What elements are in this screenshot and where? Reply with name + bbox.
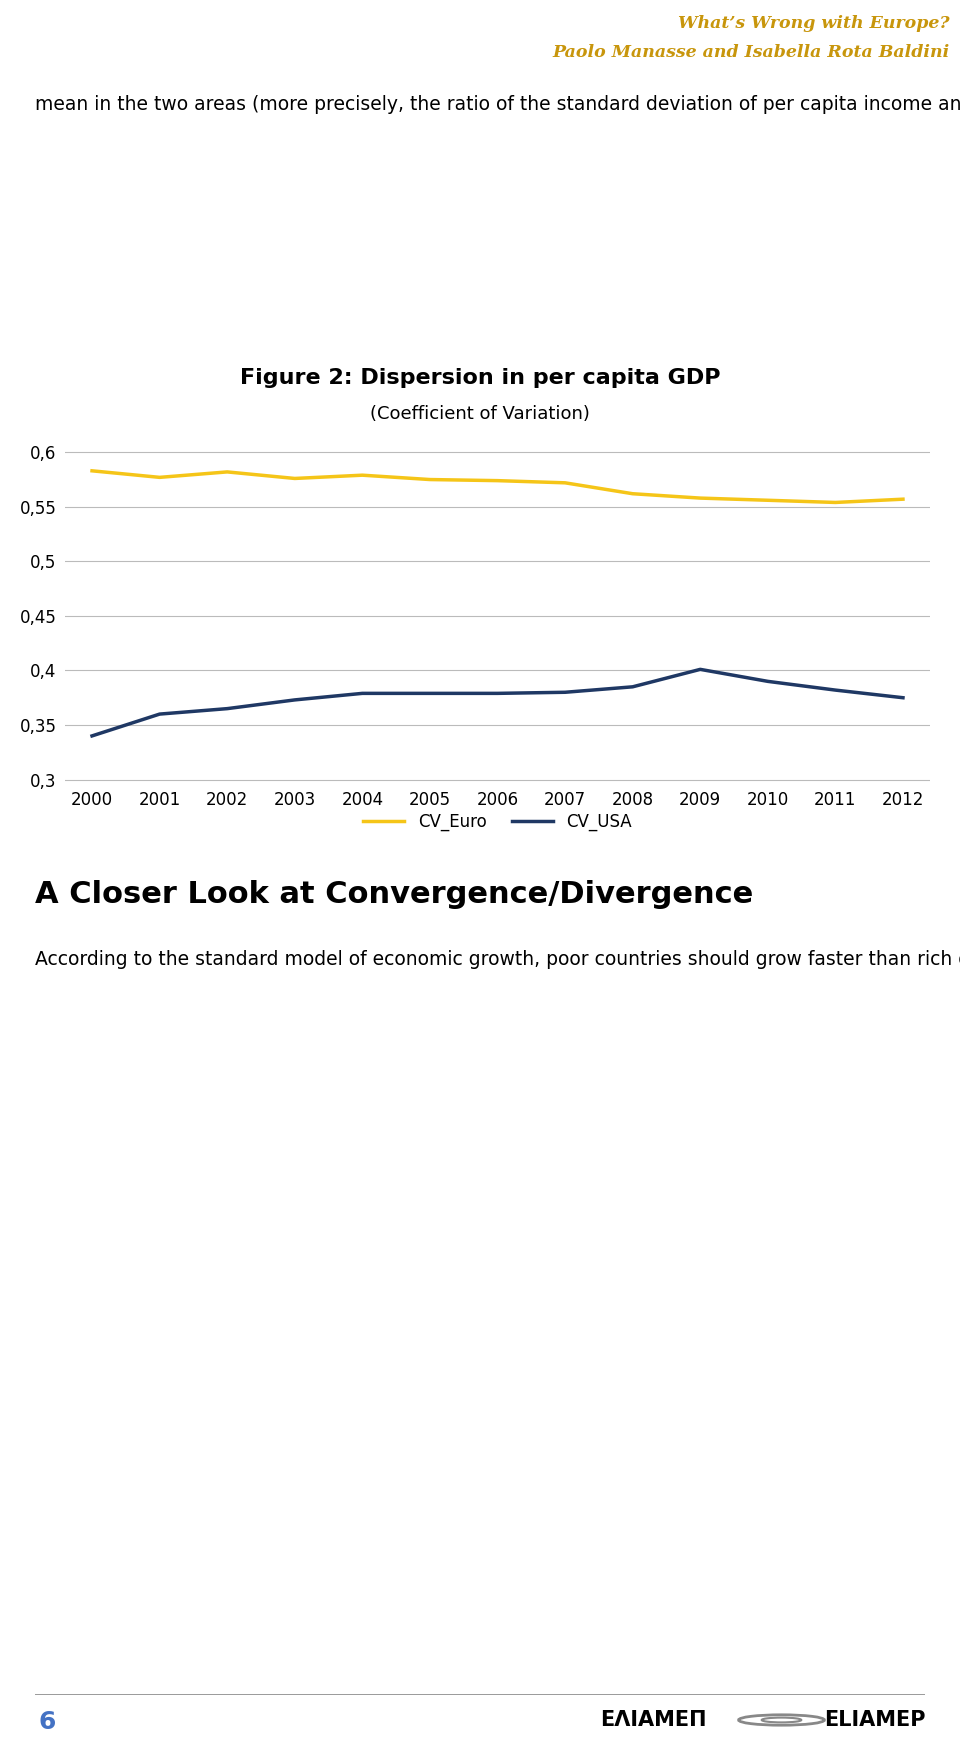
Text: (Coefficient of Variation): (Coefficient of Variation) <box>370 404 590 424</box>
Text: 6: 6 <box>38 1710 56 1734</box>
Text: What’s Wrong with Europe?: What’s Wrong with Europe? <box>679 16 950 31</box>
Text: Paolo Manasse and Isabella Rota Baldini: Paolo Manasse and Isabella Rota Baldini <box>553 44 950 61</box>
Text: According to the standard model of economic growth, poor countries should grow f: According to the standard model of econo… <box>35 950 960 969</box>
Text: ELIAMEP: ELIAMEP <box>825 1710 925 1731</box>
Text: mean in the two areas (more precisely, the ratio of the standard deviation of pe: mean in the two areas (more precisely, t… <box>35 96 960 113</box>
Text: EΛIAMEП: EΛIAMEП <box>600 1710 707 1731</box>
Text: A Closer Look at Convergence/Divergence: A Closer Look at Convergence/Divergence <box>35 880 754 910</box>
Text: Figure 2: Dispersion in per capita GDP: Figure 2: Dispersion in per capita GDP <box>240 368 720 389</box>
Legend: CV_Euro, CV_USA: CV_Euro, CV_USA <box>356 807 638 838</box>
